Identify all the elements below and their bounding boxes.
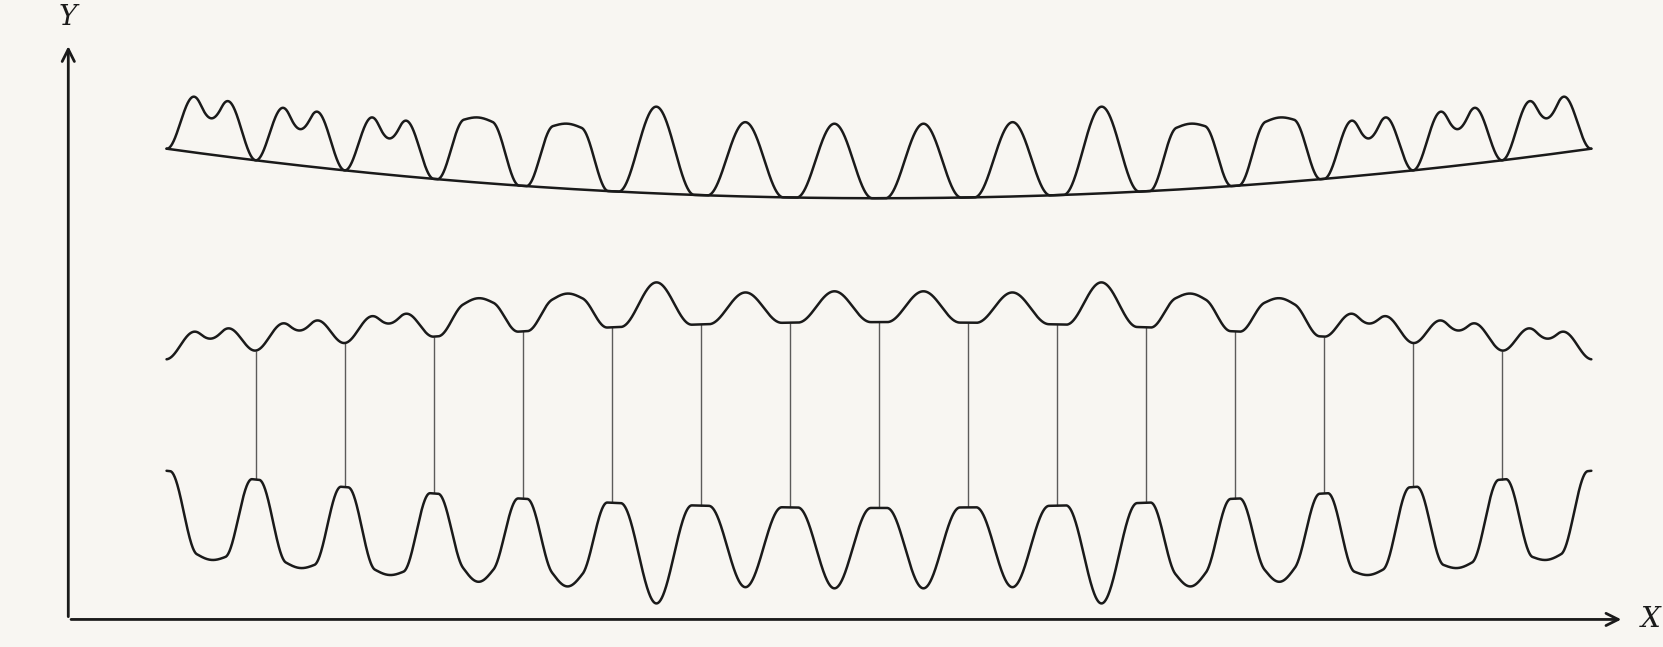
Text: Y: Y: [60, 4, 78, 31]
Text: X: X: [1640, 606, 1660, 633]
